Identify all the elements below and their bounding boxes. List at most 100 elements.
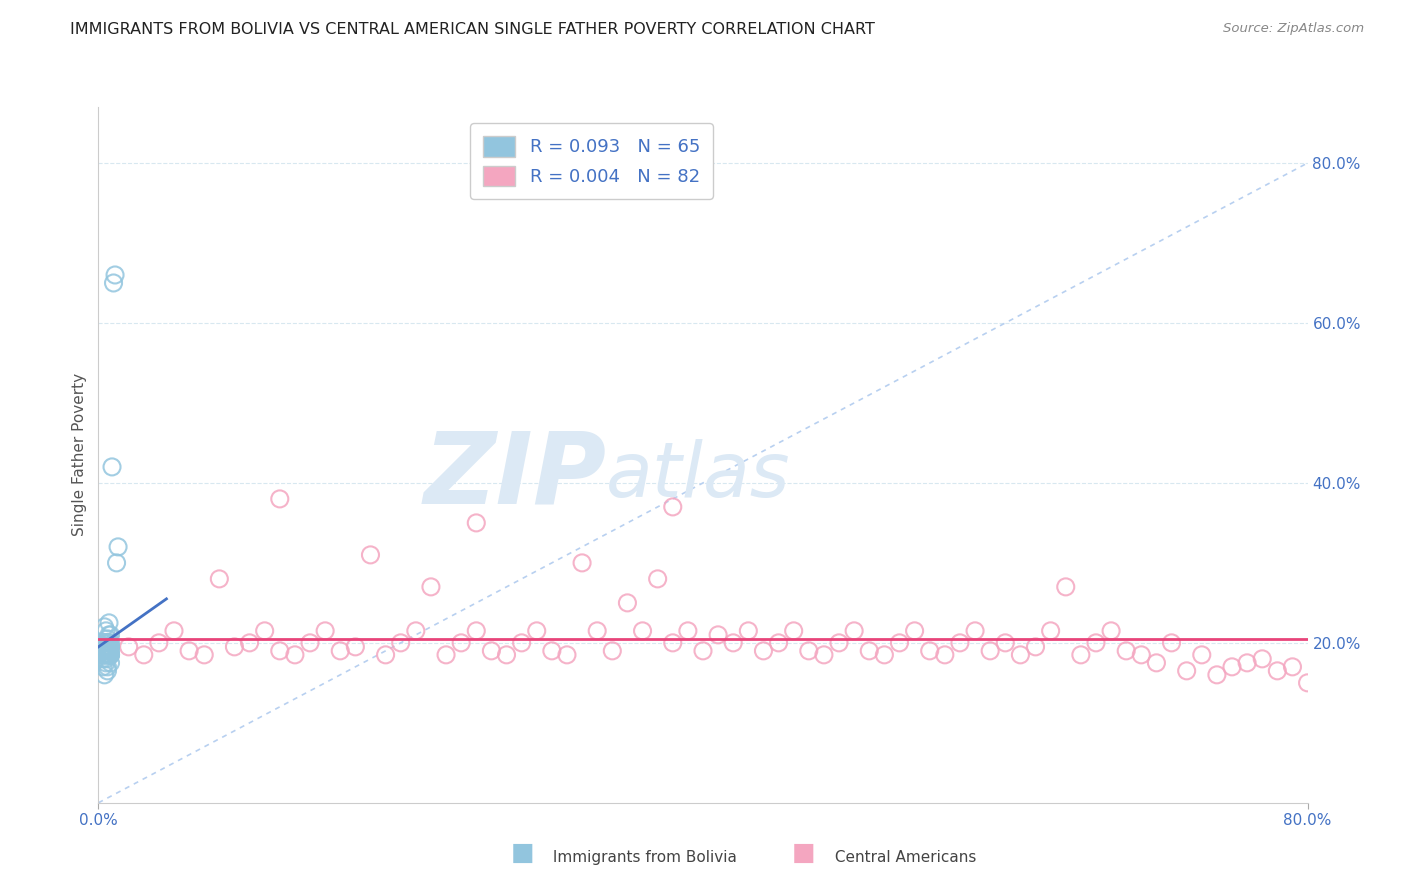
Point	[93, 668, 115, 682]
Point	[96, 644, 118, 658]
Text: Immigrants from Bolivia: Immigrants from Bolivia	[548, 850, 737, 865]
Point	[100, 648, 122, 662]
Point	[93, 636, 115, 650]
Point	[434, 648, 457, 662]
Point	[299, 636, 322, 650]
Point	[723, 636, 745, 650]
Point	[239, 636, 262, 650]
Point	[450, 636, 472, 650]
Legend: R = 0.093   N = 65, R = 0.004   N = 82: R = 0.093 N = 65, R = 0.004 N = 82	[470, 123, 713, 199]
Point	[662, 500, 685, 514]
Point	[91, 652, 114, 666]
Point	[828, 636, 851, 650]
Text: IMMIGRANTS FROM BOLIVIA VS CENTRAL AMERICAN SINGLE FATHER POVERTY CORRELATION CH: IMMIGRANTS FROM BOLIVIA VS CENTRAL AMERI…	[70, 22, 875, 37]
Point	[93, 636, 115, 650]
Point	[692, 644, 714, 658]
Point	[104, 268, 127, 282]
Point	[96, 640, 118, 654]
Point	[91, 648, 114, 662]
Point	[1236, 656, 1258, 670]
Point	[94, 624, 117, 638]
Point	[94, 648, 117, 662]
Point	[107, 540, 129, 554]
Point	[94, 644, 117, 658]
Text: ■: ■	[510, 841, 534, 865]
Point	[98, 648, 121, 662]
Point	[631, 624, 654, 638]
Point	[1220, 660, 1243, 674]
Point	[1010, 648, 1032, 662]
Point	[132, 648, 155, 662]
Point	[284, 648, 307, 662]
Point	[495, 648, 517, 662]
Point	[94, 636, 117, 650]
Point	[94, 656, 117, 670]
Point	[91, 644, 114, 658]
Point	[465, 624, 488, 638]
Point	[768, 636, 790, 650]
Point	[1085, 636, 1108, 650]
Point	[101, 459, 124, 474]
Point	[329, 644, 352, 658]
Point	[96, 648, 118, 662]
Point	[571, 556, 593, 570]
Point	[647, 572, 669, 586]
Point	[465, 516, 488, 530]
Point	[1296, 676, 1319, 690]
Point	[98, 644, 121, 658]
Point	[813, 648, 835, 662]
Point	[979, 644, 1001, 658]
Point	[193, 648, 215, 662]
Point	[100, 640, 122, 654]
Point	[224, 640, 246, 654]
Point	[1024, 640, 1046, 654]
Point	[858, 644, 880, 658]
Point	[91, 636, 114, 650]
Point	[344, 640, 367, 654]
Point	[707, 628, 730, 642]
Point	[90, 644, 112, 658]
Point	[148, 636, 170, 650]
Point	[1175, 664, 1198, 678]
Point	[1160, 636, 1182, 650]
Point	[1267, 664, 1289, 678]
Point	[100, 656, 122, 670]
Point	[405, 624, 427, 638]
Point	[91, 636, 114, 650]
Point	[420, 580, 443, 594]
Point	[783, 624, 806, 638]
Point	[100, 636, 122, 650]
Y-axis label: Single Father Poverty: Single Father Poverty	[72, 374, 87, 536]
Point	[91, 648, 114, 662]
Point	[100, 644, 122, 658]
Point	[481, 644, 503, 658]
Text: Source: ZipAtlas.com: Source: ZipAtlas.com	[1223, 22, 1364, 36]
Point	[93, 640, 115, 654]
Point	[374, 648, 396, 662]
Point	[91, 636, 114, 650]
Point	[100, 628, 122, 642]
Point	[889, 636, 911, 650]
Point	[96, 640, 118, 654]
Point	[616, 596, 638, 610]
Text: ZIP: ZIP	[423, 427, 606, 524]
Point	[163, 624, 186, 638]
Point	[253, 624, 276, 638]
Point	[965, 624, 987, 638]
Point	[93, 620, 115, 634]
Point	[100, 648, 122, 662]
Point	[752, 644, 775, 658]
Point	[105, 556, 128, 570]
Point	[602, 644, 624, 658]
Point	[91, 640, 114, 654]
Point	[555, 648, 578, 662]
Text: ■: ■	[792, 841, 815, 865]
Point	[1251, 652, 1274, 666]
Point	[100, 640, 122, 654]
Point	[1191, 648, 1213, 662]
Point	[94, 640, 117, 654]
Point	[93, 640, 115, 654]
Point	[844, 624, 866, 638]
Point	[1144, 656, 1167, 670]
Point	[1070, 648, 1092, 662]
